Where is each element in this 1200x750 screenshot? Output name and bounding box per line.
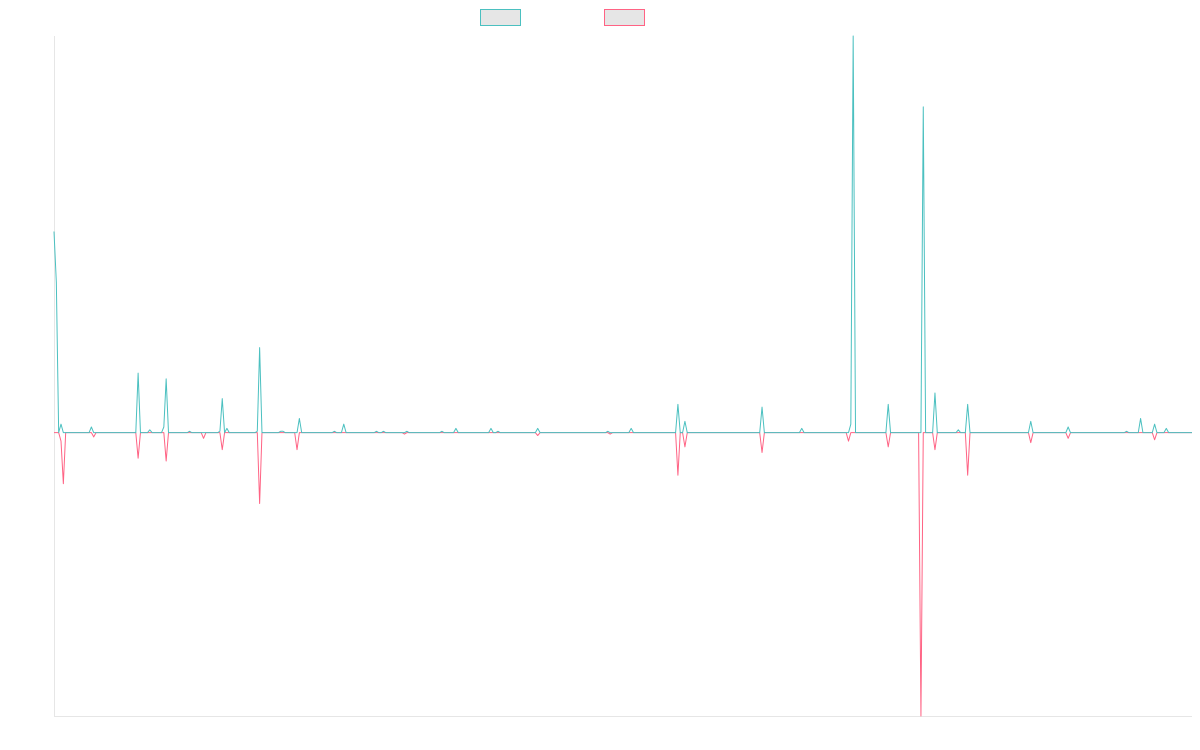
series-layer [53, 35, 1192, 717]
axes [54, 36, 1192, 717]
legend-swatch-series-a[interactable] [480, 9, 521, 26]
series-a-line [53, 35, 1192, 434]
legend [480, 9, 645, 26]
series-b-line [54, 432, 1192, 717]
legend-swatch-series-b[interactable] [604, 9, 645, 26]
